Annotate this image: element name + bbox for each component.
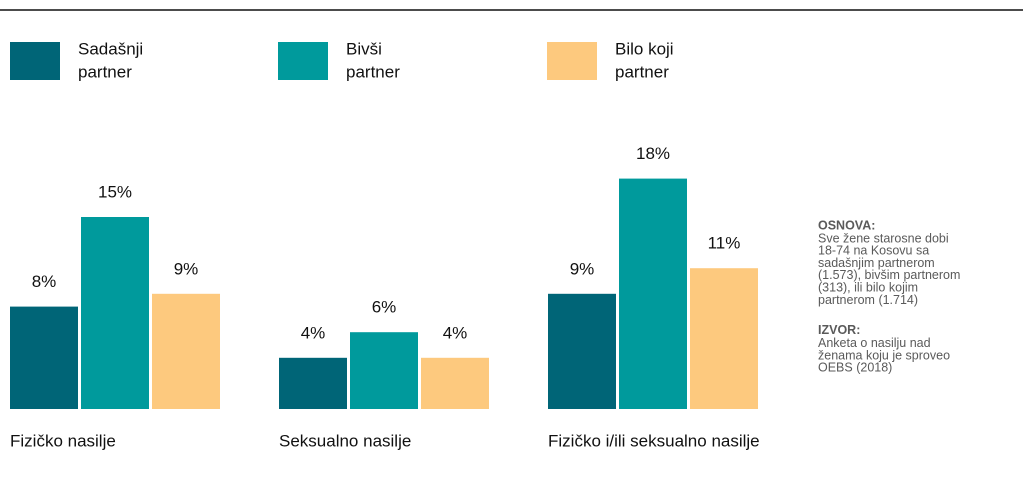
- note-line: Sve žene starosne dobi: [818, 231, 949, 245]
- bar: [152, 293, 220, 409]
- value-label: 9%: [570, 259, 595, 278]
- value-label: 4%: [301, 323, 326, 342]
- value-label: 9%: [174, 259, 199, 278]
- value-label: 11%: [708, 234, 741, 253]
- note-line: ženama koju je sproveo: [818, 348, 950, 362]
- legend-label: partner: [78, 62, 132, 81]
- bar: [81, 217, 149, 409]
- value-label: 6%: [372, 298, 397, 317]
- legend-swatch: [547, 42, 597, 80]
- bar: [10, 306, 78, 409]
- note-title: OSNOVA:: [818, 218, 875, 232]
- legend-label: Sadašnji: [78, 39, 143, 58]
- legend-label: partner: [346, 62, 400, 81]
- legend-swatch: [278, 42, 328, 80]
- note-line: (313), ili bilo kojim: [818, 280, 918, 294]
- note-line: partnerom (1.714): [818, 293, 918, 307]
- value-label: 8%: [32, 272, 57, 291]
- category-label: Fizičko nasilje: [10, 431, 116, 450]
- category-label: Seksualno nasilje: [279, 431, 411, 450]
- note-line: 18-74 na Kosovu sa: [818, 244, 929, 258]
- note-line: (1.573), bivšim partnerom: [818, 268, 960, 282]
- category-label: Fizičko i/ili seksualno nasilje: [548, 431, 760, 450]
- legend-swatch: [10, 42, 60, 80]
- bar: [350, 332, 418, 409]
- bar: [690, 268, 758, 409]
- value-label: 4%: [443, 323, 468, 342]
- bar: [421, 357, 489, 409]
- bar: [548, 293, 616, 409]
- bar: [279, 357, 347, 409]
- note-line: OEBS (2018): [818, 361, 892, 375]
- value-label: 15%: [98, 182, 132, 201]
- legend-label: Bilo koji: [615, 39, 674, 58]
- legend-label: partner: [615, 62, 669, 81]
- note-line: Anketa o nasilju nad: [818, 336, 931, 350]
- legend-label: Bivši: [346, 39, 382, 58]
- note-line: sadašnjim partnerom: [818, 256, 935, 270]
- note-title: IZVOR:: [818, 323, 860, 337]
- value-label: 18%: [636, 144, 670, 163]
- bar: [619, 178, 687, 409]
